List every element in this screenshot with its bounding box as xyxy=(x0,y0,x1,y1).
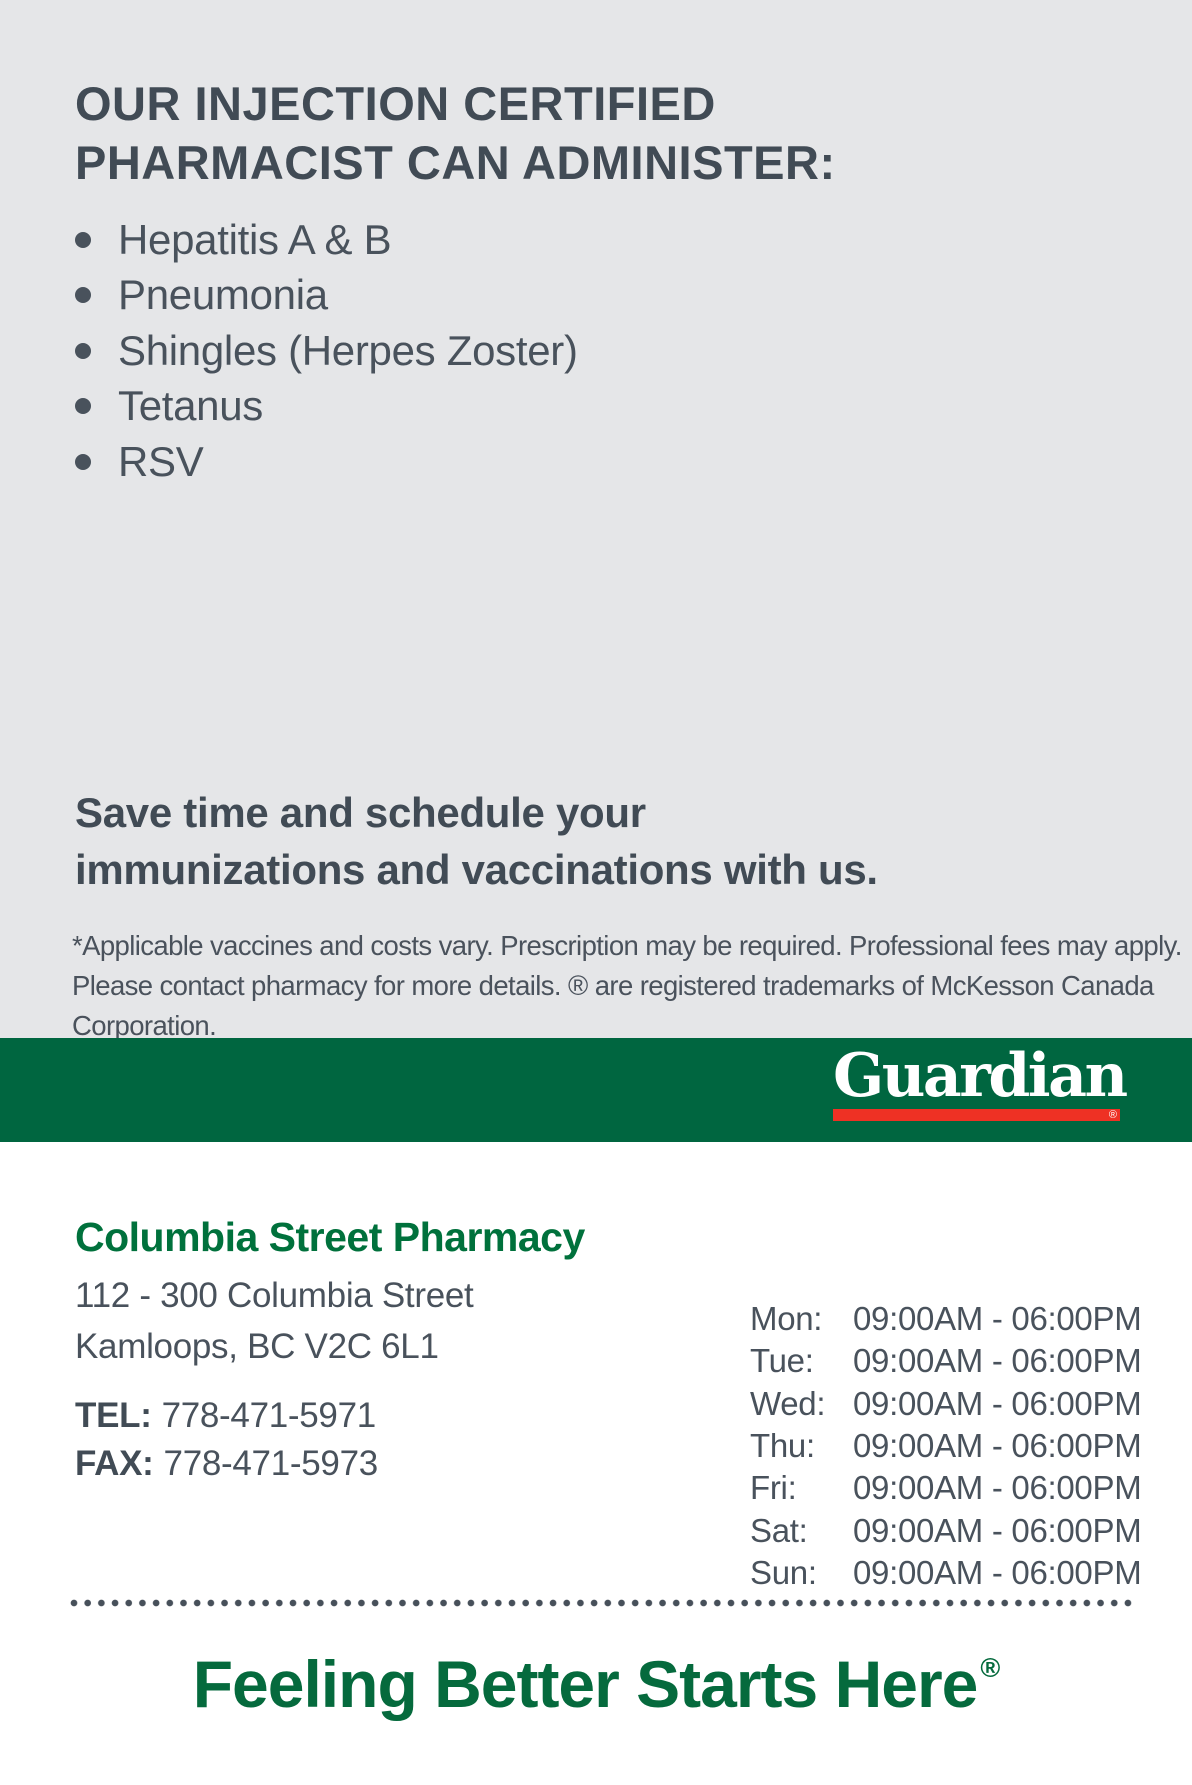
address-line-2: Kamloops, BC V2C 6L1 xyxy=(75,1327,439,1366)
hours-time: 09:00AM - 06:00PM xyxy=(853,1469,1142,1507)
hours-row: Thu: 09:00AM - 06:00PM xyxy=(750,1425,1142,1467)
vaccine-item: Pneumonia xyxy=(75,268,578,324)
hours-time: 09:00AM - 06:00PM xyxy=(853,1384,1142,1422)
hours-time: 09:00AM - 06:00PM xyxy=(853,1300,1142,1338)
flyer-top-panel: OUR INJECTION CERTIFIED PHARMACIST CAN A… xyxy=(0,0,1192,1041)
hours-day: Sat: xyxy=(750,1511,808,1549)
hours-time: 09:00AM - 06:00PM xyxy=(853,1553,1142,1591)
headline-line-2: PHARMACIST CAN ADMINISTER: xyxy=(75,136,836,189)
registered-mark-icon: ® xyxy=(1108,1109,1117,1121)
disclaimer-line-2: Please contact pharmacy for more details… xyxy=(72,970,1154,1041)
guardian-logo-red-bar: ® xyxy=(833,1109,1120,1121)
vaccine-label: Pneumonia xyxy=(118,271,328,319)
bullet-icon xyxy=(75,453,91,470)
registered-mark-icon: ® xyxy=(980,1653,1000,1683)
tagline-text: Feeling Better Starts Here xyxy=(192,1647,979,1721)
hours-row: Sun: 09:00AM - 06:00PM xyxy=(750,1552,1142,1594)
cta-line-1: Save time and schedule your xyxy=(75,789,646,836)
disclaimer-text: *Applicable vaccines and costs vary. Pre… xyxy=(72,926,1192,1046)
fax-row: FAX: 778-471-5973 xyxy=(75,1440,378,1488)
vaccine-item: RSV xyxy=(75,434,578,490)
guardian-logo: Guardian ® xyxy=(833,1041,1128,1121)
hours-day: Thu: xyxy=(750,1427,815,1465)
tagline: Feeling Better Starts Here ® xyxy=(0,1646,1192,1722)
vaccine-label: Tetanus xyxy=(118,382,264,430)
bullet-icon xyxy=(75,342,91,359)
hours-row: Wed: 09:00AM - 06:00PM xyxy=(750,1383,1142,1425)
cta-text: Save time and schedule your immunization… xyxy=(75,784,878,898)
hours-row: Mon: 09:00AM - 06:00PM xyxy=(750,1298,1142,1340)
tel-row: TEL: 778-471-5971 xyxy=(75,1392,378,1440)
store-hours: Mon: 09:00AM - 06:00PM Tue: 09:00AM - 06… xyxy=(750,1298,1142,1594)
hours-day: Sun: xyxy=(750,1553,817,1591)
hours-day: Fri: xyxy=(750,1469,797,1507)
pharmacy-address: 112 - 300 Columbia Street Kamloops, BC V… xyxy=(75,1270,474,1372)
hours-time: 09:00AM - 06:00PM xyxy=(853,1511,1142,1549)
hours-day: Wed: xyxy=(750,1384,826,1422)
hours-time: 09:00AM - 06:00PM xyxy=(853,1342,1142,1380)
brand-banner: Guardian ® xyxy=(0,1038,1192,1142)
bullet-icon xyxy=(75,231,91,248)
flyer-headline: OUR INJECTION CERTIFIED PHARMACIST CAN A… xyxy=(75,74,836,192)
bullet-icon xyxy=(75,287,91,304)
vaccine-label: RSV xyxy=(118,437,204,485)
vaccine-item: Tetanus xyxy=(75,379,578,435)
hours-day: Tue: xyxy=(750,1342,814,1380)
fax-label: FAX: xyxy=(75,1444,154,1483)
disclaimer-line-1: *Applicable vaccines and costs vary. Pre… xyxy=(72,930,1182,961)
pharmacy-name: Columbia Street Pharmacy xyxy=(75,1214,585,1260)
vaccine-label: Hepatitis A & B xyxy=(118,215,392,263)
tel-label: TEL: xyxy=(75,1396,152,1435)
vaccine-label: Shingles (Herpes Zoster) xyxy=(118,326,578,374)
vaccine-item: Shingles (Herpes Zoster) xyxy=(75,323,578,379)
hours-time: 09:00AM - 06:00PM xyxy=(853,1427,1142,1465)
hours-row: Fri: 09:00AM - 06:00PM xyxy=(750,1467,1142,1509)
hours-row: Tue: 09:00AM - 06:00PM xyxy=(750,1340,1142,1382)
tel-number: 778-471-5971 xyxy=(161,1396,377,1435)
vaccine-list: Hepatitis A & B Pneumonia Shingles (Herp… xyxy=(75,212,578,490)
address-line-1: 112 - 300 Columbia Street xyxy=(75,1276,474,1315)
dotted-divider xyxy=(70,1599,1136,1607)
vaccine-item: Hepatitis A & B xyxy=(75,212,578,268)
bullet-icon xyxy=(75,398,91,415)
pharmacy-contacts: TEL: 778-471-5971 FAX: 778-471-5973 xyxy=(75,1392,378,1488)
hours-day: Mon: xyxy=(750,1300,823,1338)
fax-number: 778-471-5973 xyxy=(163,1444,379,1483)
cta-line-2: immunizations and vaccinations with us. xyxy=(75,846,878,893)
guardian-logo-text: Guardian xyxy=(833,1041,1128,1111)
headline-line-1: OUR INJECTION CERTIFIED xyxy=(75,77,716,130)
hours-row: Sat: 09:00AM - 06:00PM xyxy=(750,1509,1142,1551)
